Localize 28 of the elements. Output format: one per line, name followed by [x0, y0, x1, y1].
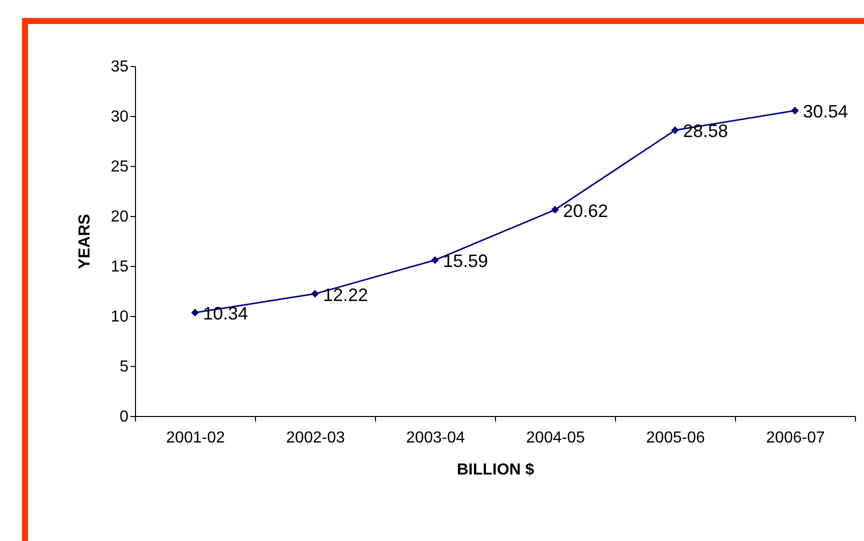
data-label: 12.22 [323, 284, 368, 305]
point [671, 126, 679, 134]
data-label: 10.34 [203, 304, 248, 324]
x-tick-label: 2003-04 [406, 430, 465, 446]
data-label: 28.58 [683, 121, 728, 142]
data-label: 30.54 [803, 102, 848, 122]
y-axis-title: YEARS [76, 214, 94, 270]
y-tick-label: 10 [110, 308, 129, 326]
x-tick-label: 2001-02 [166, 430, 225, 446]
y-tick-label: 20 [110, 208, 129, 226]
x-axis-title: BILLION $ [456, 462, 534, 478]
point [311, 290, 319, 298]
x-tick-label: 2006-07 [766, 430, 825, 446]
y-tick-label: 30 [110, 108, 129, 126]
data-label: 15.59 [443, 251, 488, 272]
data-label: 20.62 [563, 200, 608, 221]
y-tick-label: 35 [110, 58, 129, 76]
point [431, 256, 439, 264]
x-tick-label: 2002-03 [286, 430, 345, 446]
x-tick-label: 2005-06 [646, 430, 705, 446]
point [791, 106, 799, 114]
x-tick-label: 2004-05 [526, 430, 585, 446]
y-tick-label: 25 [110, 158, 129, 176]
point [551, 206, 559, 214]
y-tick-label: 0 [120, 408, 129, 426]
y-tick-label: 5 [120, 358, 129, 376]
y-tick-label: 15 [110, 258, 129, 276]
point [191, 308, 199, 316]
